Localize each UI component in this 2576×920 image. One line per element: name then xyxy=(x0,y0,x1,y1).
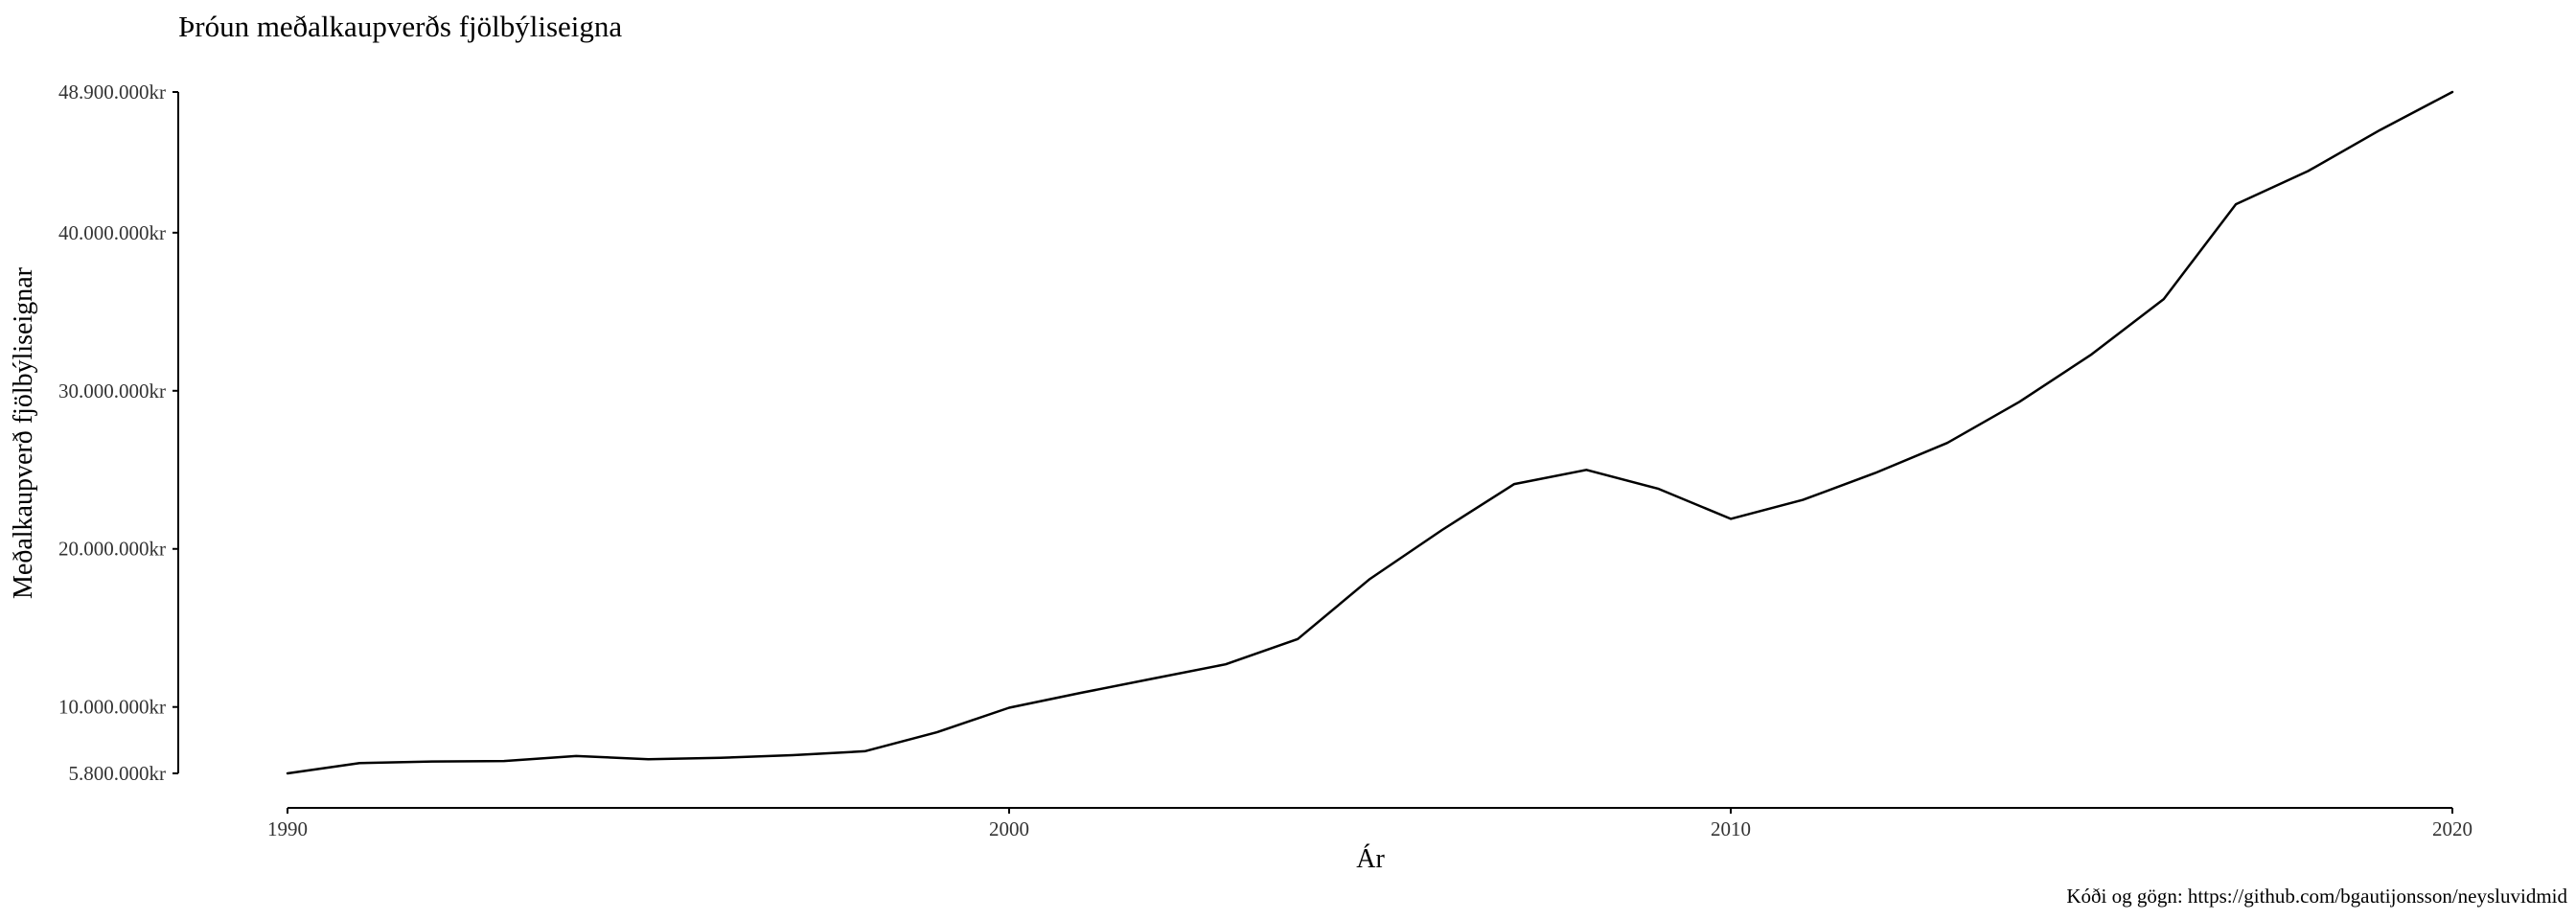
x-tick-label: 2000 xyxy=(989,817,1029,840)
chart-title: Þróun meðalkaupverðs fjölbýliseigna xyxy=(178,10,622,43)
y-axis: 5.800.000kr 10.000.000kr 20.000.000kr 30.00… xyxy=(58,80,179,785)
caption: Kóði og gögn: https://github.com/bgautij… xyxy=(2066,885,2567,908)
y-tick-label: 40.000.000kr xyxy=(58,221,166,244)
y-axis-title: Meðalkaupverð fjölbýliseignar xyxy=(9,266,38,599)
y-tick-label: 48.900.000kr xyxy=(58,80,166,104)
x-axis: 1990 2000 2010 2020 xyxy=(267,807,2472,840)
y-tick-label: 5.800.000kr xyxy=(69,762,167,785)
x-tick-label: 1990 xyxy=(267,817,308,840)
series-line xyxy=(286,90,2454,775)
x-tick-label: 2010 xyxy=(1711,817,1751,840)
x-tick-label: 2020 xyxy=(2432,817,2472,840)
y-tick-label: 20.000.000kr xyxy=(58,538,166,561)
x-axis-title: Ár xyxy=(1356,844,1385,874)
y-tick-label: 30.000.000kr xyxy=(58,380,166,402)
y-tick-label: 10.000.000kr xyxy=(58,696,166,719)
